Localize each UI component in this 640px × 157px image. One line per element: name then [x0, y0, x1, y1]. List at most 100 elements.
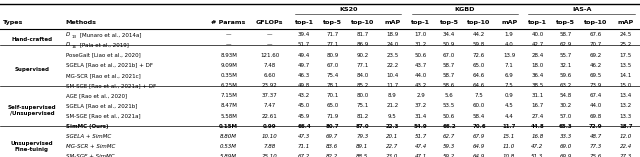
Text: 75.6: 75.6: [589, 154, 602, 157]
Text: 0.99: 0.99: [263, 124, 276, 129]
Text: 77.1: 77.1: [356, 63, 369, 68]
Text: 13.3: 13.3: [620, 114, 632, 119]
Text: 37.2: 37.2: [415, 103, 427, 108]
Text: 85.2: 85.2: [356, 83, 369, 88]
Text: 50.9: 50.9: [443, 42, 455, 47]
Text: 6.60: 6.60: [264, 73, 276, 78]
Text: 69.7: 69.7: [326, 134, 339, 139]
Text: [Pala et al., 2019]: [Pala et al., 2019]: [78, 42, 129, 47]
Text: 43.7: 43.7: [415, 63, 427, 68]
Text: 58.7: 58.7: [559, 32, 572, 37]
Text: top-10: top-10: [584, 20, 607, 25]
Text: 7.48: 7.48: [264, 63, 276, 68]
Text: 36.4: 36.4: [531, 73, 543, 78]
Text: 72.9: 72.9: [589, 124, 603, 129]
Text: 13.5: 13.5: [620, 63, 632, 68]
Text: 44.0: 44.0: [415, 73, 427, 78]
Text: 63.2: 63.2: [559, 83, 572, 88]
Text: 7.88: 7.88: [264, 144, 276, 149]
Text: 54.9: 54.9: [414, 124, 428, 129]
Text: 50.6: 50.6: [443, 114, 455, 119]
Text: 0.35M: 0.35M: [220, 73, 237, 78]
Text: 13.4: 13.4: [620, 93, 632, 98]
Text: 71.7: 71.7: [326, 32, 339, 37]
Text: 87.0: 87.0: [356, 124, 369, 129]
Text: 69.9: 69.9: [559, 154, 572, 157]
Text: 24.0: 24.0: [387, 42, 399, 47]
Text: 79.3: 79.3: [356, 134, 369, 139]
Text: 4.5: 4.5: [505, 103, 513, 108]
Text: 44.0: 44.0: [589, 103, 602, 108]
Text: 0.53M: 0.53M: [220, 144, 237, 149]
Text: SimMC (Ours): SimMC (Ours): [66, 124, 108, 129]
Text: top-1: top-1: [294, 20, 314, 25]
Text: Types: Types: [3, 20, 24, 25]
Text: 69.2: 69.2: [589, 53, 602, 58]
Text: 13.2: 13.2: [620, 103, 632, 108]
Text: AGE [Rao et al., 2020]: AGE [Rao et al., 2020]: [66, 93, 127, 98]
Text: 31.2: 31.2: [415, 42, 427, 47]
Text: 7.5: 7.5: [505, 83, 513, 88]
Text: PoseGait [Liao et al., 2020]: PoseGait [Liao et al., 2020]: [66, 53, 141, 58]
Text: 22.4: 22.4: [620, 144, 632, 149]
Text: top-1: top-1: [412, 20, 430, 25]
Text: 59.3: 59.3: [443, 144, 455, 149]
Text: 7.47: 7.47: [264, 103, 276, 108]
Text: 5.89M: 5.89M: [220, 154, 237, 157]
Text: 24.5: 24.5: [620, 32, 632, 37]
Text: 42.7: 42.7: [531, 42, 543, 47]
Text: —: —: [226, 32, 231, 37]
Text: 82.2: 82.2: [326, 154, 339, 157]
Text: 6.9: 6.9: [505, 73, 513, 78]
Text: 4.0: 4.0: [505, 42, 513, 47]
Text: 22.2: 22.2: [387, 63, 399, 68]
Text: 50.6: 50.6: [415, 53, 427, 58]
Text: 121.60: 121.60: [260, 53, 280, 58]
Text: Methods: Methods: [66, 20, 97, 25]
Text: 47.4: 47.4: [415, 144, 427, 149]
Text: 46.2: 46.2: [589, 63, 602, 68]
Text: 58.6: 58.6: [443, 83, 455, 88]
Text: —: —: [267, 42, 273, 47]
Text: 59.6: 59.6: [559, 73, 572, 78]
Text: 2.9: 2.9: [417, 93, 425, 98]
Text: 8.47M: 8.47M: [220, 103, 237, 108]
Text: KS20: KS20: [339, 7, 358, 12]
Text: top-1: top-1: [528, 20, 547, 25]
Text: 21.2: 21.2: [387, 103, 399, 108]
Text: 43.2: 43.2: [298, 93, 310, 98]
Text: 23.0: 23.0: [387, 154, 399, 157]
Text: 59.8: 59.8: [473, 42, 485, 47]
Text: 81.2: 81.2: [356, 114, 369, 119]
Text: 67.0: 67.0: [326, 63, 339, 68]
Text: 45.0: 45.0: [298, 103, 310, 108]
Text: 84.0: 84.0: [356, 73, 369, 78]
Text: 40.0: 40.0: [531, 32, 543, 37]
Text: 17.0: 17.0: [415, 32, 427, 37]
Text: 37.37: 37.37: [262, 93, 278, 98]
Text: [Munaro et al., 2014a]: [Munaro et al., 2014a]: [78, 32, 141, 37]
Text: 51.7: 51.7: [415, 134, 427, 139]
Text: 15.0: 15.0: [620, 83, 632, 88]
Text: Unsupervised
Fine-tuinig: Unsupervised Fine-tuinig: [11, 141, 53, 152]
Text: 31.1: 31.1: [531, 93, 543, 98]
Text: 55.7: 55.7: [559, 53, 572, 58]
Text: Self-supervised
/Unsupervised: Self-supervised /Unsupervised: [8, 105, 56, 116]
Text: 80.9: 80.9: [326, 53, 339, 58]
Text: 7.1: 7.1: [505, 63, 513, 68]
Text: 27.3: 27.3: [620, 154, 632, 157]
Text: 69.8: 69.8: [589, 114, 602, 119]
Text: Hand-crafted: Hand-crafted: [12, 37, 52, 42]
Text: 22.7: 22.7: [387, 144, 399, 149]
Text: 75.4: 75.4: [326, 73, 339, 78]
Text: 20.1: 20.1: [387, 134, 399, 139]
Text: 13: 13: [71, 35, 76, 39]
Text: IAS-A: IAS-A: [572, 7, 591, 12]
Text: 44.8: 44.8: [531, 124, 544, 129]
Text: 11.7: 11.7: [502, 124, 516, 129]
Text: SM-SGE + SimMC: SM-SGE + SimMC: [66, 154, 115, 157]
Text: 12.0: 12.0: [620, 134, 632, 139]
Text: 75.1: 75.1: [356, 103, 369, 108]
Text: 58.7: 58.7: [443, 73, 455, 78]
Text: 86.9: 86.9: [356, 42, 369, 47]
